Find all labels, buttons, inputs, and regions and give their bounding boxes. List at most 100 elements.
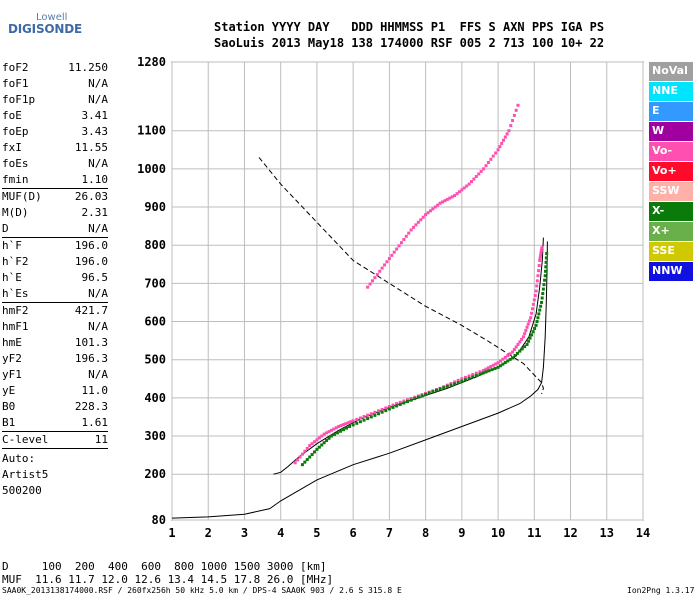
y-tick-label: 800 [144, 238, 166, 252]
trace-point-1 [525, 342, 529, 346]
param-row: foF1p N/A [2, 92, 108, 108]
param-key: foF1p [2, 93, 36, 106]
trace-point-2 [431, 207, 435, 211]
trace-point-0 [329, 428, 333, 432]
param-row: foEs N/A [2, 156, 108, 172]
trace-point-0 [471, 373, 475, 377]
y-tick-label: 1280 [137, 55, 166, 69]
param-row: fmin 1.10 [2, 172, 108, 188]
trace-point-2 [482, 167, 486, 171]
trace-point-2 [512, 113, 516, 117]
trace-point-0 [496, 361, 500, 365]
y-tick-label: 300 [144, 429, 166, 443]
logo-lowell-text: Lowell [36, 12, 68, 23]
param-row: h`F 196.0 [2, 238, 108, 254]
trace-point-2 [399, 241, 403, 245]
trace-point-2 [453, 194, 457, 198]
trace-point-2 [462, 186, 466, 190]
trace-point-2 [385, 260, 389, 264]
trace-point-1 [544, 260, 548, 264]
param-row: yE 11.0 [2, 383, 108, 399]
x-tick-label: 2 [205, 526, 212, 540]
trace-point-0 [520, 337, 524, 341]
trace-point-0 [518, 340, 522, 344]
trace-point-0 [449, 382, 453, 386]
trace-point-0 [327, 430, 331, 434]
param-key: h`F2 [2, 255, 29, 268]
trace-point-2 [474, 175, 478, 178]
trace-point-0 [380, 407, 384, 411]
trace-point-0 [366, 413, 370, 417]
trace-point-1 [467, 376, 471, 380]
trace-point-2 [380, 266, 384, 270]
trace-point-0 [512, 348, 516, 352]
trace-point-0 [533, 293, 537, 297]
trace-point-0 [539, 253, 543, 257]
trace-point-2 [445, 197, 449, 201]
param-value: 3.43 [81, 125, 109, 138]
x-tick-label: 11 [527, 526, 541, 540]
trace-point-2 [421, 215, 425, 219]
param-value: 11 [94, 433, 108, 446]
trace-point-1 [501, 362, 505, 366]
legend-item-nne: NNE [649, 82, 693, 101]
trace-point-0 [358, 416, 362, 420]
trace-point-1 [449, 383, 453, 387]
param-value: 196.0 [74, 239, 108, 252]
trace-point-0 [322, 432, 326, 436]
trace-point-0 [489, 365, 493, 369]
trace-point-1 [533, 327, 537, 331]
trace-point-1 [498, 364, 502, 368]
trace-point-0 [406, 398, 409, 402]
trace-point-2 [428, 209, 432, 213]
trace-point-0 [534, 289, 538, 293]
trace-point-0 [526, 322, 530, 326]
x-tick-label: 12 [563, 526, 577, 540]
param-row: foF2 11.250 [2, 60, 108, 76]
param-separator [2, 188, 108, 189]
x-tick-label: 5 [313, 526, 320, 540]
y-tick-label: 80 [152, 513, 166, 527]
trace-point-1 [453, 382, 457, 386]
legend-item-noval: NoVal [649, 62, 693, 81]
legend-item-x: X+ [649, 222, 693, 241]
trace-point-1 [518, 349, 522, 353]
param-row: foF1 N/A [2, 76, 108, 92]
trace-point-1 [442, 386, 446, 390]
trace-point-0 [538, 258, 542, 262]
param-row: h`F2 196.0 [2, 254, 108, 270]
trace-point-0 [391, 403, 395, 407]
param-key: hmF2 [2, 304, 29, 317]
trace-point-2 [409, 228, 413, 232]
y-tick-label: 1100 [137, 124, 166, 138]
param-value: N/A [88, 287, 108, 300]
trace-point-1 [523, 345, 527, 349]
legend-item-ssw: SSW [649, 182, 693, 201]
trace-point-2 [470, 180, 474, 184]
trace-point-1 [409, 398, 413, 402]
trace-point-2 [433, 205, 437, 209]
param-value: 196.3 [74, 352, 108, 365]
trace-point-1 [460, 379, 464, 383]
trace-point-2 [436, 203, 440, 207]
trace-point-2 [383, 263, 387, 267]
param-row: h`E 96.5 [2, 270, 108, 286]
x-tick-label: 14 [636, 526, 650, 540]
trace-point-1 [463, 378, 467, 382]
trace-point-1 [345, 426, 349, 430]
trace-point-1 [327, 436, 331, 440]
trace-point-0 [395, 402, 399, 406]
trace-point-2 [450, 195, 454, 199]
y-tick-label: 500 [144, 353, 166, 367]
trace-point-0 [310, 442, 314, 446]
trace-point-0 [521, 335, 525, 339]
trace-point-0 [514, 345, 518, 349]
trace-point-1 [513, 354, 517, 358]
trace-point-1 [351, 423, 355, 427]
y-tick-label: 600 [144, 315, 166, 329]
trace-point-0 [317, 436, 321, 440]
param-key: B0 [2, 400, 16, 413]
trace-point-0 [325, 431, 329, 435]
trace-point-0 [494, 362, 498, 366]
trace-point-1 [322, 441, 326, 445]
